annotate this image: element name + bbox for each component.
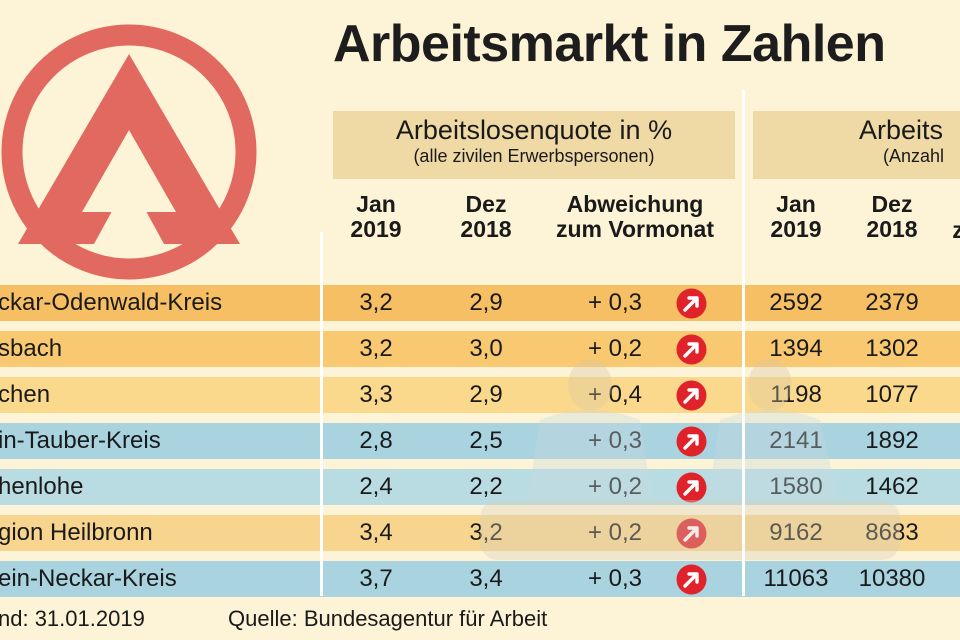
column-divider — [742, 90, 745, 596]
up-arrow-icon — [676, 564, 707, 595]
col-header-quote-dez: Dez 2018 — [460, 191, 512, 242]
up-arrow-icon — [676, 288, 707, 319]
quote-group-title: Arbeitslosenquote in % — [395, 115, 673, 145]
quote-jan-value: 3,7 — [359, 565, 393, 592]
count-group-subtitle: (Anzahl — [883, 146, 945, 166]
col-header-count-partial: z — [952, 217, 960, 243]
table-row: ein-Neckar-Kreis 3,7 3,4 + 0,3 11063 10380 — [0, 561, 960, 597]
deviation-value: + 0,3 — [560, 423, 642, 459]
region-name: sbach — [0, 335, 63, 362]
column-divider — [320, 232, 323, 596]
table-row: chen 3,3 2,9 + 0,4 1198 1077 — [0, 377, 960, 413]
up-arrow-icon — [676, 518, 707, 549]
quote-dez-value: 3,0 — [469, 335, 503, 362]
table-row: in-Tauber-Kreis 2,8 2,5 + 0,3 2141 1892 — [0, 423, 960, 459]
footer-source: Quelle: Bundesagentur für Arbeit — [228, 606, 548, 631]
up-arrow-icon — [676, 334, 707, 365]
deviation-value: + 0,2 — [587, 335, 642, 362]
col-header-count-dez: Dez 2018 — [866, 191, 918, 242]
count-jan-value: 1580 — [758, 469, 834, 505]
region-name: henlohe — [0, 473, 84, 500]
count-jan-value: 2592 — [769, 289, 823, 316]
quote-jan-value: 3,3 — [359, 381, 393, 408]
col-header-quote-jan: Jan 2019 — [350, 191, 402, 242]
col-header-count-jan: Jan 2019 — [770, 191, 822, 242]
count-dez-value: 1302 — [865, 335, 919, 362]
chart-title: Arbeitsmarkt in Zahlen — [333, 15, 886, 73]
deviation-value: + 0,2 — [560, 469, 642, 505]
deviation-value: + 0,3 — [587, 289, 642, 316]
count-jan-value: 1198 — [770, 381, 822, 408]
count-dez-value: 2379 — [865, 289, 919, 316]
quote-group-header: Arbeitslosenquote in % (alle zivilen Erw… — [333, 111, 735, 179]
quote-jan-value: 3,2 — [359, 289, 393, 316]
count-jan-value: 1394 — [769, 335, 823, 362]
quote-dez-value: 2,9 — [469, 381, 503, 408]
col-header-deviation: Abweichung zum Vormonat — [555, 191, 715, 242]
quote-dez-value: 3,2 — [450, 515, 522, 551]
up-arrow-icon — [676, 426, 707, 457]
deviation-value: + 0,2 — [560, 515, 642, 551]
table-row: gion Heilbronn 3,4 3,2 + 0,2 9162 8683 — [0, 515, 960, 551]
quote-jan-value: 3,2 — [359, 335, 393, 362]
count-dez-value: 8683 — [854, 515, 930, 551]
quote-jan-value: 2,4 — [359, 473, 393, 500]
count-dez-value: 1077 — [865, 381, 919, 408]
count-dez-value: 1892 — [865, 427, 919, 454]
count-dez-value: 1462 — [865, 473, 919, 500]
background-figures-illustration — [480, 359, 900, 560]
count-group-header: Arbeits (Anzahl — [753, 111, 960, 179]
count-jan-value: 11063 — [763, 565, 829, 592]
region-name: gion Heilbronn — [0, 519, 153, 546]
count-group-title: Arbeits — [859, 115, 944, 145]
quote-dez-value: 2,5 — [469, 427, 503, 454]
deviation-value: + 0,4 — [587, 381, 642, 408]
up-arrow-icon — [676, 472, 707, 503]
region-name: ckar-Odenwald-Kreis — [0, 289, 223, 316]
footer-date: nd: 31.01.2019 — [0, 606, 145, 631]
region-name: ein-Neckar-Kreis — [0, 565, 177, 592]
quote-group-subtitle: (alle zivilen Erwerbspersonen) — [413, 146, 655, 166]
count-jan-value: 2141 — [758, 423, 834, 459]
table-row: ckar-Odenwald-Kreis 3,2 2,9 + 0,3 2592 2379 — [0, 285, 960, 321]
quote-jan-value: 3,4 — [359, 519, 393, 546]
quote-dez-value: 3,4 — [469, 565, 503, 592]
region-name: chen — [0, 381, 51, 408]
region-name: in-Tauber-Kreis — [0, 427, 161, 454]
count-jan-value: 9162 — [758, 515, 834, 551]
table-row: sbach 3,2 3,0 + 0,2 1394 1302 — [0, 331, 960, 367]
up-arrow-icon — [676, 380, 707, 411]
count-dez-value: 10380 — [858, 565, 926, 592]
quote-dez-value: 2,2 — [469, 473, 503, 500]
table-row: henlohe 2,4 2,2 + 0,2 1580 1462 — [0, 469, 960, 505]
quote-jan-value: 2,8 — [359, 427, 393, 454]
agentur-logo — [1, 24, 257, 280]
quote-dez-value: 2,9 — [469, 289, 503, 316]
deviation-value: + 0,3 — [587, 565, 642, 592]
